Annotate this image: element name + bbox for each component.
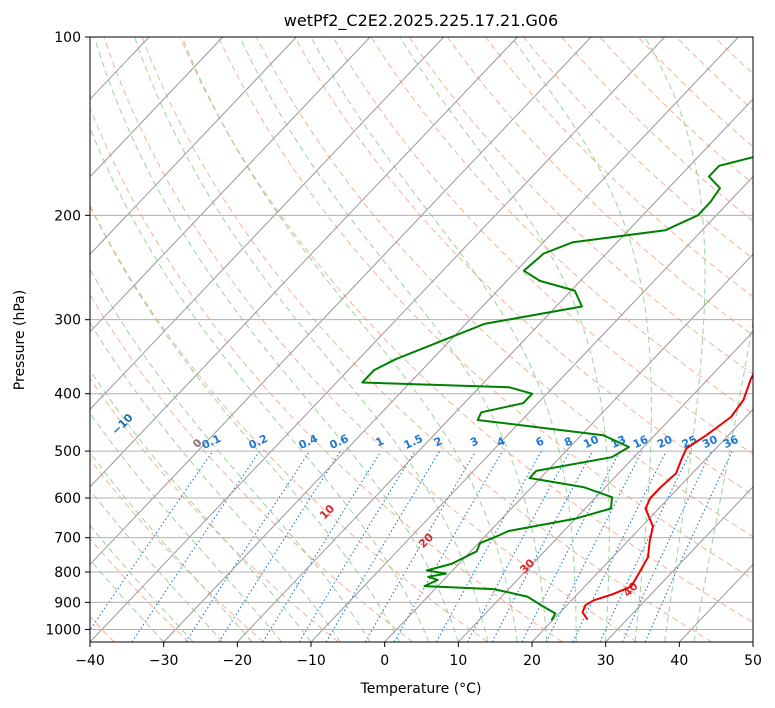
y-axis: 1000 900 800 700 600 500 400 300 200 100 xyxy=(45,30,90,638)
dewpoint-profile-line xyxy=(361,156,753,621)
moist-adiabat-line xyxy=(134,37,489,642)
dry-adiabat-line xyxy=(599,37,753,185)
mixing-ratio-line xyxy=(621,450,712,642)
x-tick-label: 10 xyxy=(449,653,467,669)
dry-adiabat-line xyxy=(637,37,753,148)
moist-adiabat-line xyxy=(644,37,706,642)
mixing-ratio-label: 20 xyxy=(655,433,675,451)
dry-adiabat-line xyxy=(90,106,563,642)
moist-adiabat-line xyxy=(90,412,282,642)
mixing-ratio-line xyxy=(325,450,441,642)
y-tick-label: 900 xyxy=(54,595,81,611)
chart-title: wetPf2_C2E2.2025.225.17.21.G06 xyxy=(284,11,558,31)
moist-adiabat-line xyxy=(90,204,400,642)
moist-adiabat-line xyxy=(239,37,548,642)
isotherm-line xyxy=(236,98,753,642)
moist-adiabat-line xyxy=(511,37,652,642)
mixing-ratio-line xyxy=(572,450,667,642)
y-tick-label: 700 xyxy=(54,531,81,547)
isotherm-line xyxy=(310,176,753,642)
moist-adiabats xyxy=(90,37,753,642)
isotherm-line xyxy=(531,408,753,642)
x-tick-label: −10 xyxy=(296,653,326,669)
y-tick-label: 800 xyxy=(54,565,81,581)
mixing-ratio-line xyxy=(90,450,214,631)
mixing-ratio-line xyxy=(644,450,733,642)
isotherm-line xyxy=(90,37,297,256)
plot-frame xyxy=(89,36,754,643)
x-tick-label: −20 xyxy=(223,653,253,669)
moist-adiabat-line xyxy=(93,37,459,642)
y-tick-label: 600 xyxy=(54,491,81,507)
dry-adiabat-line xyxy=(90,458,264,642)
mixing-ratio-line xyxy=(467,450,571,642)
dry-adiabat-line xyxy=(485,37,753,298)
x-tick-label: −30 xyxy=(149,653,179,669)
isotherm-line xyxy=(90,37,445,411)
moist-adiabat-line xyxy=(181,37,518,642)
moist-adiabat-line xyxy=(399,37,610,642)
x-axis-title: Temperature (°C) xyxy=(360,681,482,697)
mixing-ratio-label: 25 xyxy=(680,433,699,451)
x-tick-label: 50 xyxy=(744,653,762,669)
dry-adiabat-line xyxy=(294,37,753,496)
x-axis: −40 −30 −20 −10 0 10 20 30 40 50 xyxy=(75,642,762,669)
isotherm-line xyxy=(605,486,753,642)
dry-adiabat-line xyxy=(90,204,488,642)
mixing-ratio-label: 30 xyxy=(700,433,720,451)
dry-adiabat-line xyxy=(446,37,753,336)
skewed-isotherms xyxy=(90,37,753,642)
temperature-profile-line xyxy=(581,372,753,620)
isotherm-line xyxy=(90,37,371,333)
moist-adiabat-line xyxy=(90,321,341,642)
isotherm-line xyxy=(90,37,224,178)
moist-adiabat-line xyxy=(90,452,253,642)
mixing-ratio-line xyxy=(393,450,503,642)
moist-adiabat-line xyxy=(693,318,753,642)
x-tick-label: 40 xyxy=(670,653,688,669)
pressure-gridlines xyxy=(90,37,753,630)
profile-series xyxy=(361,156,753,621)
isotherm-line xyxy=(384,253,753,642)
dry-adiabat-line xyxy=(141,37,712,642)
isotherm-line xyxy=(90,37,666,642)
isotherm-line xyxy=(163,37,739,642)
isotherm-line xyxy=(457,331,753,642)
dry-adiabat-line xyxy=(370,37,753,415)
mixing-ratio-label: 36 xyxy=(721,433,741,451)
x-tick-label: 20 xyxy=(523,653,541,669)
isotherm-line xyxy=(90,37,518,488)
mixing-ratio-line xyxy=(364,450,477,642)
y-axis-title: Pressure (hPa) xyxy=(12,290,28,390)
dry-adiabat-line xyxy=(90,293,414,642)
mixing-ratio-line xyxy=(435,450,542,642)
mixing-ratio-label: 16 xyxy=(631,433,651,451)
dry-adiabat-line xyxy=(408,37,753,375)
moist-adiabat-line xyxy=(90,126,430,642)
x-tick-label: 30 xyxy=(597,653,615,669)
mixing-ratio-line xyxy=(298,450,416,642)
x-tick-label: 0 xyxy=(380,653,389,669)
dry-adiabat-line xyxy=(217,37,753,580)
moist-adiabat-line xyxy=(90,268,371,642)
y-tick-label: 300 xyxy=(54,313,81,329)
dry-adiabat-line xyxy=(103,37,638,642)
dry-adiabat-line xyxy=(90,377,339,642)
y-tick-label: 1000 xyxy=(45,622,81,638)
y-tick-label: 500 xyxy=(54,444,81,460)
mixing-ratio-label: 10 xyxy=(581,433,601,451)
isotherm-line xyxy=(90,37,592,566)
y-tick-label: 100 xyxy=(54,30,81,46)
y-tick-label: 400 xyxy=(54,387,81,403)
plot-area: 0.10.20.40.611.52346810131620253036−100−… xyxy=(90,37,753,642)
mixing-ratio-line xyxy=(262,450,382,642)
mixing-ratio-line xyxy=(185,450,311,642)
x-tick-label: −40 xyxy=(75,653,105,669)
dry-adiabats xyxy=(90,37,753,642)
dry-adiabat-line xyxy=(179,37,753,623)
y-tick-label: 200 xyxy=(54,208,81,224)
mixing-ratio-line xyxy=(218,450,341,642)
moist-adiabat-line xyxy=(310,37,577,642)
